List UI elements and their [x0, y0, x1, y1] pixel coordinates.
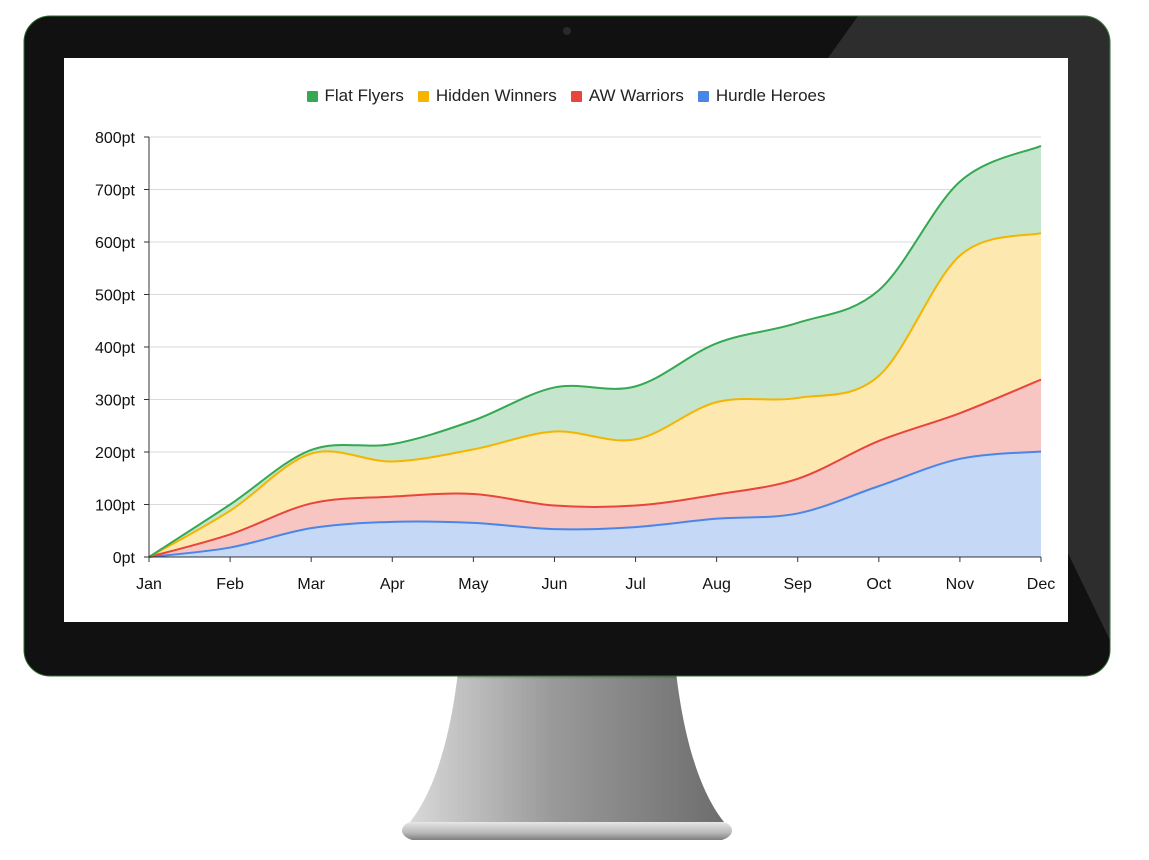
area-hurdle-heroes [149, 451, 1041, 557]
legend-label: Hidden Winners [435, 86, 557, 105]
line-flat-flyers [148, 145, 1042, 558]
x-tick-label: Feb [216, 576, 244, 593]
x-tick-label: Jul [625, 576, 645, 593]
legend-item-flat-flyers[interactable]: Flat Flyers [306, 86, 404, 106]
y-tick-label: 200pt [95, 445, 136, 462]
line-hidden-winners [148, 232, 1042, 558]
y-tick-label: 100pt [95, 498, 136, 515]
area-flat-flyers [149, 145, 1041, 557]
legend-item-hidden-winners[interactable]: Hidden Winners [417, 86, 557, 106]
legend-swatch [570, 90, 582, 102]
legend-item-hurdle-heroes[interactable]: Hurdle Heroes [697, 86, 826, 106]
x-tick-label: Apr [380, 576, 406, 593]
x-tick-label: Oct [866, 576, 891, 593]
x-tick-label: Mar [297, 576, 325, 593]
x-tick-label: Jan [136, 576, 162, 593]
y-tick-label: 500pt [95, 288, 136, 305]
monitor-stand [410, 672, 724, 822]
camera-icon [563, 27, 571, 35]
legend-label: Flat Flyers [324, 86, 404, 105]
legend-label: AW Warriors [588, 86, 684, 105]
y-tick-label: 0pt [113, 550, 136, 567]
line-aw-warriors [148, 378, 1042, 558]
chart-legend: Flat Flyers Hidden Winners AW Warriors H… [64, 86, 1068, 106]
legend-swatch [417, 90, 429, 102]
legend-item-aw-warriors[interactable]: AW Warriors [570, 86, 684, 106]
x-tick-label: Sep [783, 576, 812, 593]
y-tick-label: 600pt [95, 235, 136, 252]
line-hurdle-heroes [148, 450, 1042, 558]
x-tick-label: Jun [542, 576, 568, 593]
chart-screen: 0pt 100pt 200pt 300pt 400pt 500pt 600pt 700pt 80… [64, 58, 1068, 622]
y-tick-label: 800pt [95, 130, 136, 147]
x-tick-label: Nov [946, 576, 974, 593]
monitor-base [401, 822, 733, 840]
area-hidden-winners [149, 233, 1041, 557]
x-tick-label: Dec [1027, 576, 1055, 593]
legend-swatch [697, 90, 709, 102]
legend-swatch [306, 90, 318, 102]
stacked-area-chart: 0pt 100pt 200pt 300pt 400pt 500pt 600pt 700pt 80… [95, 130, 1055, 593]
x-tick-label: May [458, 576, 488, 593]
y-tick-label: 700pt [95, 183, 136, 200]
legend-label: Hurdle Heroes [715, 86, 826, 105]
x-tick-label: Aug [702, 576, 730, 593]
y-tick-label: 400pt [95, 340, 136, 357]
y-tick-label: 300pt [95, 393, 136, 410]
area-aw-warriors [149, 379, 1041, 557]
